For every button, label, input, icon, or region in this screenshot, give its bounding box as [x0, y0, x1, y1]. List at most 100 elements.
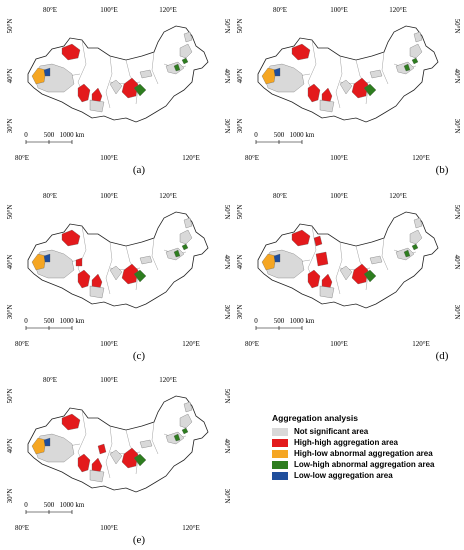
scale-label: 500 — [274, 317, 285, 325]
bottom-tick-label: 80°E — [15, 524, 29, 532]
legend-item-low-high: Low-high abnormal aggregation area — [272, 459, 462, 470]
bottom-tick-label: 100°E — [100, 524, 118, 532]
left-tick-label: 50°N — [236, 19, 244, 34]
right-tick-label: 50°N — [223, 19, 231, 34]
aggregation-cluster — [413, 31, 423, 43]
scale-bar: 0 500 1000 km — [24, 501, 85, 514]
scale-label: 500 — [44, 501, 55, 509]
left-tick-label: 40°N — [6, 439, 14, 454]
aggregation-cluster — [43, 437, 51, 447]
legend-item-low-low: Low-low aggregation area — [272, 470, 462, 481]
aggregation-cluster — [89, 285, 105, 299]
aggregation-cluster — [173, 433, 181, 442]
left-tick-label: 50°N — [6, 19, 14, 34]
aggregation-cluster — [411, 57, 419, 65]
aggregation-cluster — [181, 427, 189, 435]
aggregation-cluster — [307, 83, 321, 103]
aggregation-cluster — [139, 255, 153, 265]
aggregation-cluster — [121, 263, 139, 285]
aggregation-cluster — [133, 453, 147, 467]
top-tick-label: 120°E — [389, 192, 407, 200]
aggregation-cluster — [43, 253, 51, 263]
aggregation-cluster — [77, 269, 91, 289]
aggregation-cluster — [363, 269, 377, 283]
scale-label: 500 — [274, 131, 285, 139]
scale-label: 1000 km — [60, 317, 85, 325]
right-tick-label: 50°N — [223, 389, 231, 404]
top-tick-label: 80°E — [43, 6, 57, 14]
legend-label: High-low abnormal aggregation area — [294, 449, 433, 458]
aggregation-cluster — [413, 217, 423, 229]
aggregation-cluster — [121, 447, 139, 469]
scale-label: 0 — [24, 131, 28, 139]
legend-item-not-significant: Not significant area — [272, 426, 462, 437]
top-tick-label: 120°E — [159, 192, 177, 200]
top-tick-label: 80°E — [43, 376, 57, 384]
right-tick-label: 30°N — [453, 305, 461, 320]
bottom-tick-label: 120°E — [412, 340, 430, 348]
scale-label: 0 — [254, 317, 258, 325]
right-tick-label: 40°N — [453, 255, 461, 270]
aggregation-cluster — [61, 43, 81, 61]
right-tick-label: 50°N — [453, 19, 461, 34]
aggregation-cluster — [133, 83, 147, 97]
scale-label: 500 — [44, 131, 55, 139]
top-tick-label: 80°E — [43, 192, 57, 200]
aggregation-cluster — [77, 83, 91, 103]
top-tick-label: 100°E — [100, 376, 118, 384]
bottom-tick-label: 120°E — [182, 340, 200, 348]
aggregation-cluster — [363, 83, 377, 97]
aggregation-cluster — [181, 57, 189, 65]
scale-bar: 0 500 1000 km — [24, 131, 85, 144]
panel-caption-b: (b) — [435, 164, 449, 176]
legend-item-high-low: High-low abnormal aggregation area — [272, 448, 462, 459]
aggregation-cluster — [173, 249, 181, 258]
right-tick-label: 40°N — [223, 255, 231, 270]
aggregation-cluster — [183, 217, 193, 229]
right-tick-label: 30°N — [223, 119, 231, 134]
aggregation-cluster — [319, 285, 335, 299]
top-tick-label: 100°E — [100, 192, 118, 200]
map-panel-b: 80°E 100°E 120°E 80°E 100°E 120°E 50°N 4… — [236, 4, 461, 174]
legend-label: Not significant area — [294, 427, 369, 436]
aggregation-cluster — [133, 269, 147, 283]
bottom-tick-label: 80°E — [245, 154, 259, 162]
left-tick-label: 40°N — [236, 255, 244, 270]
panel-caption-d: (d) — [435, 350, 449, 362]
right-tick-label: 30°N — [453, 119, 461, 134]
aggregation-cluster — [313, 235, 323, 247]
left-tick-label: 40°N — [236, 69, 244, 84]
legend-swatch — [272, 438, 288, 447]
right-tick-label: 50°N — [453, 205, 461, 220]
aggregation-cluster — [61, 229, 81, 247]
legend-swatch — [272, 460, 288, 469]
map-panel-c: 80°E 100°E 120°E 80°E 100°E 120°E 50°N 4… — [6, 190, 231, 360]
aggregation-cluster — [409, 43, 423, 59]
left-tick-label: 50°N — [236, 205, 244, 220]
aggregation-cluster — [97, 443, 107, 455]
bottom-tick-label: 100°E — [330, 154, 348, 162]
map: 80°E 100°E 120°E 80°E 100°E 120°E 50°N 4… — [236, 6, 461, 162]
legend-label: High-high aggregation area — [294, 438, 399, 447]
legend-label: Low-low aggregation area — [294, 471, 393, 480]
aggregation-cluster — [109, 79, 123, 95]
aggregation-cluster — [315, 251, 329, 267]
right-tick-label: 40°N — [453, 69, 461, 84]
left-tick-label: 30°N — [6, 119, 14, 134]
aggregation-cluster — [109, 265, 123, 281]
aggregation-cluster — [411, 243, 419, 251]
left-tick-label: 50°N — [6, 389, 14, 404]
legend: Aggregation analysis Not significant are… — [272, 413, 462, 481]
aggregation-cluster — [403, 249, 411, 258]
map: 80°E 100°E 120°E 80°E 100°E 120°E 50°N 4… — [6, 192, 231, 348]
right-tick-label: 40°N — [223, 69, 231, 84]
map-panel-e: 80°E 100°E 120°E 80°E 100°E 120°E 50°N 4… — [6, 374, 231, 544]
aggregation-cluster — [183, 31, 193, 43]
aggregation-cluster — [403, 63, 411, 72]
aggregation-cluster — [89, 99, 105, 113]
panel-caption-c: (c) — [132, 350, 146, 362]
aggregation-cluster — [351, 77, 369, 99]
top-tick-label: 100°E — [330, 192, 348, 200]
aggregation-cluster — [351, 263, 369, 285]
map: 80°E 100°E 120°E 80°E 100°E 120°E 50°N 4… — [6, 376, 231, 532]
